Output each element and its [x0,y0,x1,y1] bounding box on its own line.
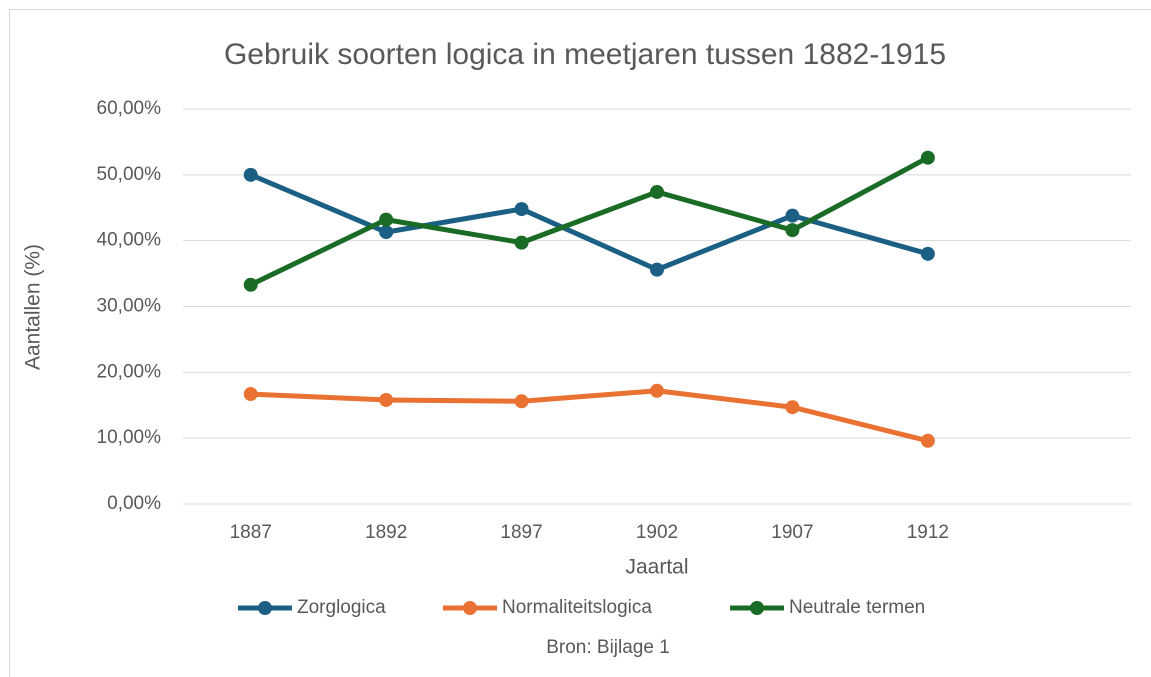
data-point [514,235,529,250]
data-point [785,400,800,415]
legend-marker [750,601,764,615]
y-tick-label: 10,00% [97,427,162,448]
x-tick-label: 1892 [365,522,407,543]
data-point [243,277,258,292]
y-tick-label: 0,00% [107,493,161,514]
legend-label: Neutrale termen [789,597,925,618]
data-point [920,433,935,448]
y-tick-label: 60,00% [97,98,162,119]
y-tick-label: 50,00% [97,164,162,185]
chart-title: Gebruik soorten logica in meetjaren tuss… [224,38,946,71]
y-tick-label: 40,00% [97,230,162,251]
data-point [243,167,258,182]
legend-marker [463,601,477,615]
series-line [250,388,929,444]
y-tick-label: 20,00% [97,361,162,382]
legend-label: Normaliteitslogica [502,597,652,618]
data-point [650,383,664,398]
y-axis-label: Aantallen (%) [22,244,45,370]
x-tick-label: 1902 [636,522,678,543]
y-tick-label: 30,00% [97,296,162,317]
data-point [650,262,664,277]
data-point [920,150,935,165]
data-point [514,394,529,409]
data-point [379,392,394,407]
data-point [785,208,800,223]
x-tick-label: 1897 [500,522,542,543]
series-line [249,172,929,273]
data-point [785,223,800,238]
data-point [379,212,394,227]
data-point [650,184,664,199]
data-point [379,225,394,240]
legend-marker [258,601,272,615]
chart-border [9,9,1151,677]
x-axis-label: Jaartal [625,556,688,579]
annotation: Bron: Bijlage 1 [546,637,670,658]
x-tick-label: 1907 [771,522,813,543]
series-line [249,155,930,288]
x-tick-label: 1912 [907,522,949,543]
data-point [920,246,935,261]
data-point [514,202,529,217]
legend-label: Zorglogica [297,597,386,618]
x-tick-label: 1887 [230,522,272,543]
data-point [243,387,258,402]
